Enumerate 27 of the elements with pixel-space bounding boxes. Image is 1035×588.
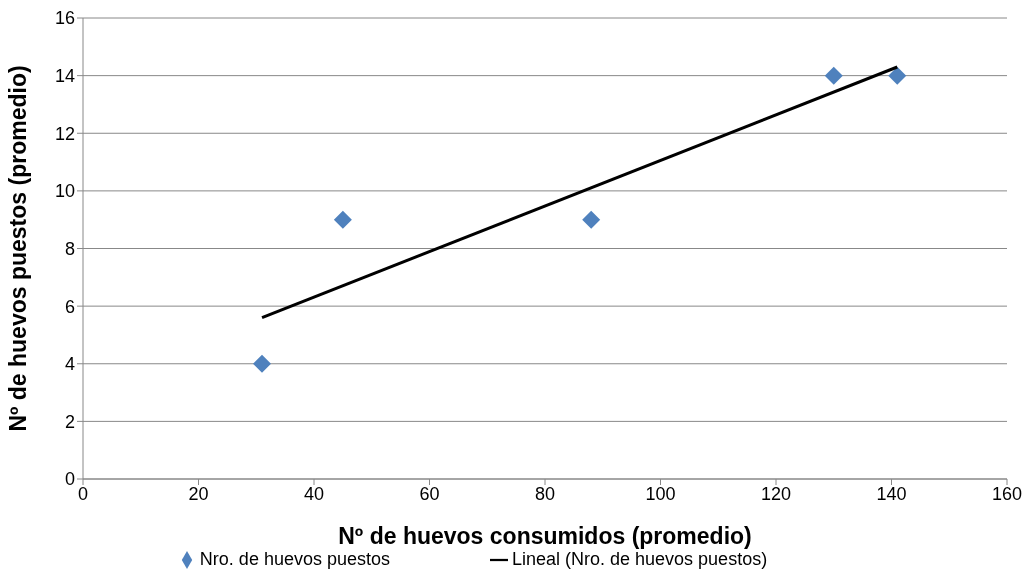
x-tick-label: 20 <box>188 483 209 504</box>
legend-label: Lineal (Nro. de huevos puestos) <box>511 549 768 569</box>
y-tick-label: 8 <box>64 238 75 259</box>
point <box>333 210 352 229</box>
x-tick-label: 40 <box>303 483 325 504</box>
x-tick-label: 160 <box>991 483 1023 504</box>
x-tick-label: 120 <box>760 483 792 504</box>
y-tick-label: 6 <box>64 296 75 317</box>
x-tick-label: 60 <box>419 483 440 504</box>
y-axis-title: Nº de huevos puestos (promedio) <box>5 65 32 432</box>
x-tick-label: 100 <box>645 483 676 504</box>
point <box>582 210 601 229</box>
x-tick-label: 80 <box>534 483 556 504</box>
point <box>888 66 907 85</box>
legend-label: Nro. de huevos puestos <box>199 549 390 569</box>
y-tick-label: 4 <box>64 354 75 375</box>
y-tick-label: 0 <box>64 469 75 490</box>
y-tick-label: 2 <box>64 411 75 432</box>
y-tick-label: 14 <box>54 66 75 87</box>
y-tick-label: 12 <box>54 123 75 144</box>
y-tick-label: 10 <box>54 181 75 202</box>
point <box>824 66 843 85</box>
x-tick-label: 0 <box>77 483 89 504</box>
point <box>253 354 272 373</box>
y-tick-label: 16 <box>54 8 75 29</box>
x-axis-title: Nº de huevos consumidos (promedio) <box>338 523 752 549</box>
x-tick-label: 140 <box>876 483 907 504</box>
